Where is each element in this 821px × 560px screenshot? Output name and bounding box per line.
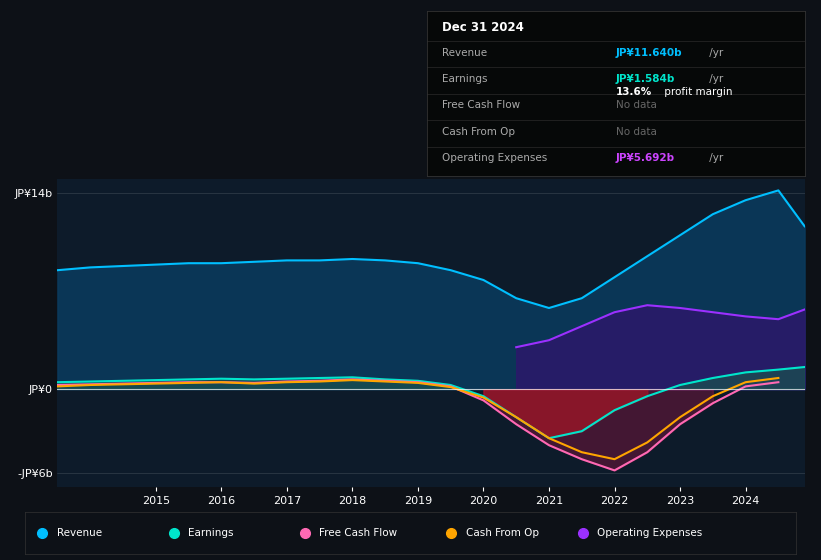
- Text: Cash From Op: Cash From Op: [466, 529, 539, 538]
- Text: /yr: /yr: [706, 48, 723, 58]
- Text: /yr: /yr: [706, 153, 723, 164]
- Text: Free Cash Flow: Free Cash Flow: [319, 529, 397, 538]
- Text: JP¥11.640b: JP¥11.640b: [616, 48, 682, 58]
- Text: Revenue: Revenue: [57, 529, 102, 538]
- Text: 13.6%: 13.6%: [616, 87, 652, 97]
- Text: Operating Expenses: Operating Expenses: [597, 529, 703, 538]
- Text: No data: No data: [616, 127, 657, 137]
- Text: Operating Expenses: Operating Expenses: [442, 153, 548, 164]
- Text: Earnings: Earnings: [188, 529, 234, 538]
- Text: profit margin: profit margin: [661, 87, 732, 97]
- Text: Dec 31 2024: Dec 31 2024: [442, 21, 524, 34]
- Text: JP¥5.692b: JP¥5.692b: [616, 153, 675, 164]
- Text: JP¥1.584b: JP¥1.584b: [616, 74, 675, 84]
- Text: Revenue: Revenue: [442, 48, 487, 58]
- Text: Free Cash Flow: Free Cash Flow: [442, 100, 521, 110]
- Text: Earnings: Earnings: [442, 74, 488, 84]
- Text: Cash From Op: Cash From Op: [442, 127, 515, 137]
- Text: /yr: /yr: [706, 74, 723, 84]
- Text: No data: No data: [616, 100, 657, 110]
